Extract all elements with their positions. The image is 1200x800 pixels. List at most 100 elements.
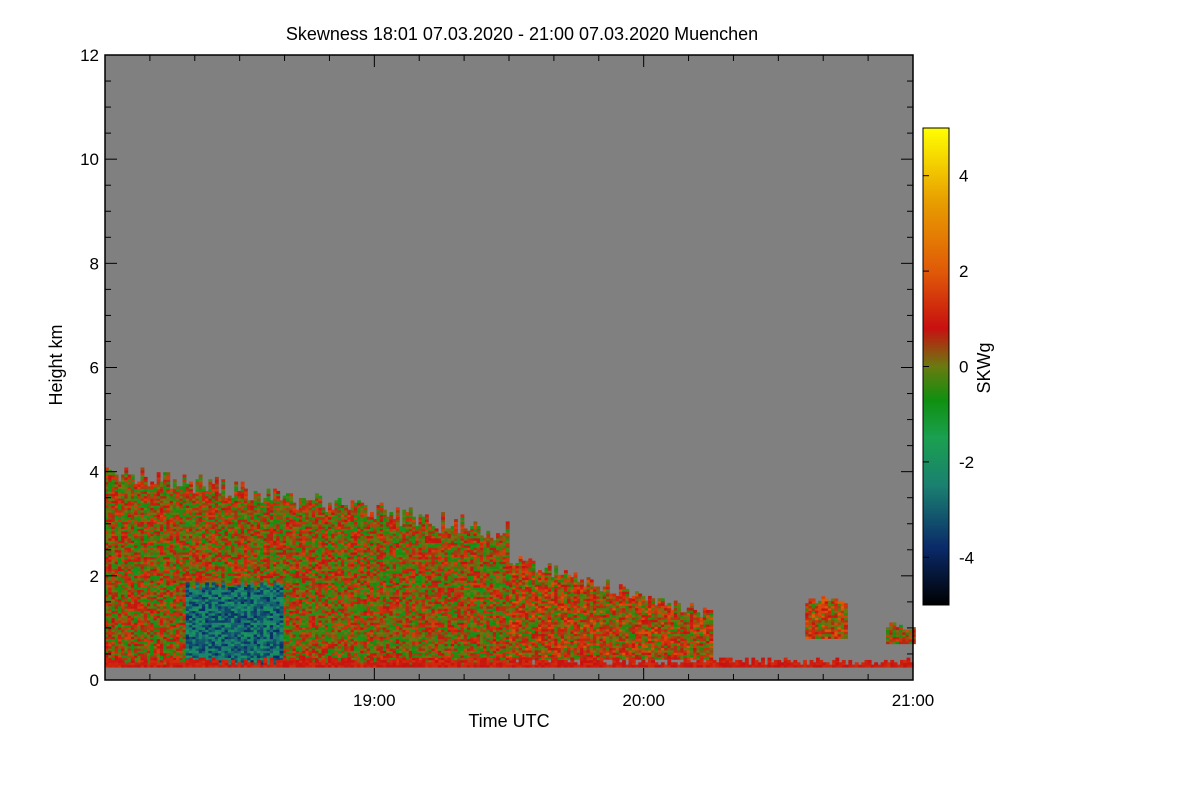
heatmap-cell	[214, 516, 219, 520]
heatmap-cell	[117, 540, 122, 544]
heatmap-cell	[237, 535, 242, 539]
heatmap-cell	[185, 551, 190, 555]
heatmap-cell	[311, 643, 316, 647]
heatmap-cell	[124, 617, 129, 621]
heatmap-cell	[134, 640, 138, 644]
heatmap-cell	[227, 570, 232, 574]
heatmap-cell	[302, 657, 306, 661]
heatmap-cell	[163, 554, 168, 558]
heatmap-cell	[295, 605, 300, 609]
heatmap-cell	[127, 652, 132, 656]
heatmap-cell	[282, 535, 287, 539]
heatmap-cell	[140, 608, 145, 612]
heatmap-cell	[108, 493, 113, 497]
heatmap-cell	[285, 565, 290, 569]
heatmap-cell	[240, 486, 245, 490]
heatmap-cell	[147, 617, 151, 621]
heatmap-cell	[111, 594, 116, 597]
heatmap-cell	[140, 467, 145, 471]
heatmap-cell	[176, 640, 180, 644]
heatmap-cell	[130, 647, 135, 651]
heatmap-cell	[176, 598, 180, 602]
heatmap-cell	[182, 591, 187, 595]
heatmap-cell	[237, 568, 242, 572]
heatmap-cell	[289, 565, 294, 569]
heatmap-cell	[137, 535, 142, 539]
heatmap-cell	[292, 662, 297, 665]
heatmap-cell	[302, 556, 306, 560]
heatmap-cell	[295, 530, 300, 534]
heatmap-cell	[185, 537, 190, 541]
heatmap-cell	[256, 542, 261, 546]
heatmap-cell	[124, 542, 129, 546]
heatmap-cell	[295, 622, 300, 626]
heatmap-cell	[117, 587, 122, 590]
heatmap-cell	[159, 528, 164, 532]
heatmap-cell	[208, 535, 213, 539]
heatmap-cell	[192, 570, 197, 574]
heatmap-cell	[114, 638, 119, 642]
heatmap-cell	[221, 505, 226, 508]
heatmap-cell	[195, 556, 200, 560]
heatmap-cell	[182, 577, 187, 581]
heatmap-cell	[114, 629, 119, 633]
heatmap-cell	[266, 497, 271, 501]
heatmap-cell	[224, 526, 229, 530]
heatmap-cell	[208, 497, 213, 501]
heatmap-cell	[169, 645, 174, 649]
heatmap-cell	[224, 568, 229, 572]
heatmap-cell	[179, 526, 184, 530]
heatmap-cell	[224, 519, 229, 522]
heatmap-cell	[192, 554, 197, 558]
heatmap-cell	[208, 493, 213, 497]
heatmap-cell	[195, 572, 200, 576]
heatmap-cell	[108, 547, 113, 551]
heatmap-cell	[218, 575, 222, 579]
heatmap-cell	[260, 514, 264, 518]
heatmap-cell	[198, 577, 203, 581]
heatmap-cell	[298, 547, 303, 551]
heatmap-cell	[253, 582, 258, 586]
heatmap-cell	[302, 591, 306, 595]
heatmap-cell	[156, 502, 161, 506]
heatmap-cell	[166, 565, 171, 569]
heatmap-cell	[153, 547, 158, 551]
heatmap-cell	[201, 542, 206, 546]
heatmap-cell	[127, 537, 132, 541]
heatmap-cell	[315, 563, 319, 567]
heatmap-cell	[247, 572, 252, 576]
heatmap-cell	[240, 495, 245, 499]
heatmap-cell	[124, 638, 129, 642]
heatmap-cell	[156, 528, 161, 532]
heatmap-cell	[289, 580, 294, 583]
heatmap-cell	[308, 561, 313, 565]
heatmap-cell	[176, 540, 180, 544]
heatmap-cell	[166, 631, 171, 635]
heatmap-cell	[250, 523, 255, 527]
heatmap-cell	[114, 507, 119, 511]
heatmap-cell	[114, 575, 119, 579]
heatmap-cell	[114, 497, 119, 501]
heatmap-cell	[208, 502, 213, 506]
heatmap-cell	[117, 598, 122, 602]
heatmap-cell	[282, 533, 287, 537]
heatmap-cell	[105, 556, 109, 560]
heatmap-cell	[182, 603, 187, 607]
heatmap-cell	[285, 584, 290, 588]
heatmap-cell	[285, 626, 290, 630]
heatmap-cell	[218, 558, 222, 562]
heatmap-cell	[150, 601, 155, 605]
heatmap-cell	[137, 558, 142, 562]
heatmap-cell	[169, 516, 174, 520]
heatmap-cell	[305, 563, 310, 567]
heatmap-cell	[250, 521, 255, 525]
heatmap-cell	[169, 603, 174, 607]
heatmap-cell	[295, 608, 300, 612]
heatmap-cell	[198, 530, 203, 534]
heatmap-cell	[108, 535, 113, 539]
heatmap-cell	[169, 605, 174, 609]
heatmap-cell	[260, 537, 264, 541]
heatmap-cell	[311, 509, 316, 513]
heatmap-cell	[140, 540, 145, 544]
heatmap-cell	[260, 542, 264, 546]
